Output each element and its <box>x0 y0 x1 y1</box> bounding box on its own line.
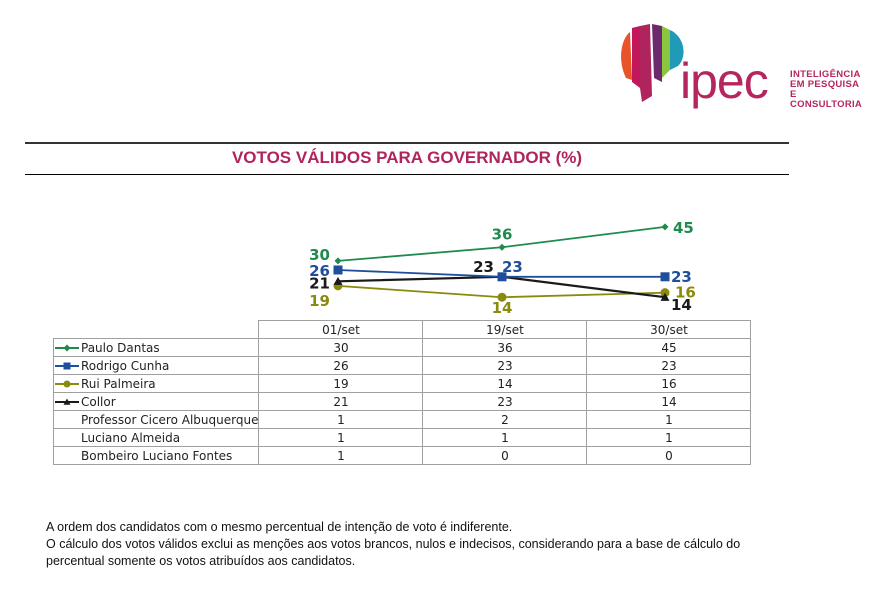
value-cell: 1 <box>258 428 424 447</box>
data-point-circle <box>497 292 507 302</box>
logo-wordmark: ipec <box>680 53 769 109</box>
data-label: 30 <box>309 246 330 264</box>
data-label: 16 <box>675 284 696 302</box>
column-header: 19/set <box>422 320 588 339</box>
value-cell: 2 <box>422 410 588 429</box>
value-cell: 36 <box>422 338 588 357</box>
candidate-name: Professor Cicero Albuquerque <box>81 412 259 427</box>
data-label: 23 <box>473 258 494 276</box>
value-cell: 0 <box>422 446 588 465</box>
legend-key-diamond-icon <box>54 343 80 353</box>
logo-mark-icon <box>621 24 684 102</box>
value-cell: 1 <box>422 428 588 447</box>
data-point-square <box>333 265 343 275</box>
column-header: 01/set <box>258 320 424 339</box>
table-row: Rui Palmeira 19 14 16 <box>52 374 752 393</box>
legend-key-circle-icon <box>54 379 80 389</box>
value-cell: 1 <box>258 446 424 465</box>
data-point-circle <box>660 288 670 298</box>
table-row: Collor 21 23 14 <box>52 392 752 411</box>
table-row: Luciano Almeida 1 1 1 <box>52 428 752 447</box>
column-header: 30/set <box>586 320 752 339</box>
value-cell: 14 <box>586 392 752 411</box>
logo-tagline: INTELIGÊNCIA EM PESQUISA E CONSULTORIA <box>790 70 868 110</box>
table-row: Paulo Dantas 30 36 45 <box>52 338 752 357</box>
candidate-name: Rui Palmeira <box>81 376 156 391</box>
candidate-cell: Bombeiro Luciano Fontes <box>52 446 260 465</box>
title-rule-bottom <box>25 174 789 175</box>
value-cell: 23 <box>422 356 588 375</box>
candidate-cell: Collor <box>52 392 260 411</box>
data-label: 14 <box>671 296 692 314</box>
value-cell: 0 <box>586 446 752 465</box>
table-header-row: 01/set 19/set 30/set <box>53 320 752 339</box>
data-label: 26 <box>309 262 330 280</box>
value-cell: 45 <box>586 338 752 357</box>
title-rule-top <box>25 142 789 144</box>
chart-title: VOTOS VÁLIDOS PARA GOVERNADOR (%) <box>231 148 583 167</box>
table-row: Bombeiro Luciano Fontes 1 0 0 <box>52 446 752 465</box>
tagline-line: EM PESQUISA <box>790 79 860 90</box>
value-cell: 1 <box>586 410 752 429</box>
footnote: O cálculo dos votos válidos exclui as me… <box>46 537 741 568</box>
value-cell: 16 <box>586 374 752 393</box>
data-label: 14 <box>492 299 513 317</box>
candidate-cell: Luciano Almeida <box>52 428 260 447</box>
data-label: 36 <box>492 225 513 243</box>
candidate-name: Luciano Almeida <box>81 430 181 445</box>
data-label: 45 <box>673 219 694 237</box>
value-cell: 14 <box>422 374 588 393</box>
legend-key-triangle-icon <box>54 397 80 407</box>
value-cell: 1 <box>258 410 424 429</box>
value-cell: 23 <box>586 356 752 375</box>
value-cell: 23 <box>422 392 588 411</box>
table-row: Rodrigo Cunha 26 23 23 <box>52 356 752 375</box>
table-corner <box>53 320 260 339</box>
data-table: 01/set 19/set 30/set Paulo Dantas 30 36 45 R… <box>52 320 752 465</box>
ipec-logo: ipec INTELIGÊNCIA EM PESQUISA E CONSULTO… <box>618 22 868 112</box>
footnote: A ordem dos candidatos com o mesmo perce… <box>46 520 513 534</box>
data-point-diamond <box>661 223 669 231</box>
value-cell: 21 <box>258 392 424 411</box>
candidate-cell: Paulo Dantas <box>52 338 260 357</box>
value-cell: 19 <box>258 374 424 393</box>
candidate-cell: Rodrigo Cunha <box>52 356 260 375</box>
tagline-line: INTELIGÊNCIA <box>790 69 861 80</box>
value-cell: 1 <box>586 428 752 447</box>
candidate-cell: Professor Cicero Albuquerque <box>52 410 260 429</box>
data-label: 21 <box>309 274 330 292</box>
data-label: 19 <box>309 292 330 310</box>
tagline-line: E CONSULTORIA <box>790 89 863 110</box>
value-cell: 26 <box>258 356 424 375</box>
table-row: Professor Cicero Albuquerque 1 2 1 <box>52 410 752 429</box>
legend-key-square-icon <box>54 361 80 371</box>
data-point-diamond <box>498 243 506 251</box>
data-point-square <box>497 272 507 282</box>
footnotes: A ordem dos candidatos com o mesmo perce… <box>46 519 766 570</box>
data-point-triangle <box>660 292 670 301</box>
candidate-name: Paulo Dantas <box>81 340 160 355</box>
data-point-diamond <box>334 257 342 265</box>
candidate-name: Rodrigo Cunha <box>81 358 170 373</box>
data-point-square <box>660 272 670 282</box>
value-cell: 30 <box>258 338 424 357</box>
candidate-name: Bombeiro Luciano Fontes <box>81 448 233 463</box>
candidate-name: Collor <box>81 394 116 409</box>
data-label: 23 <box>671 268 692 286</box>
data-point-triangle <box>333 276 343 285</box>
data-label: 23 <box>502 258 523 276</box>
candidate-cell: Rui Palmeira <box>52 374 260 393</box>
